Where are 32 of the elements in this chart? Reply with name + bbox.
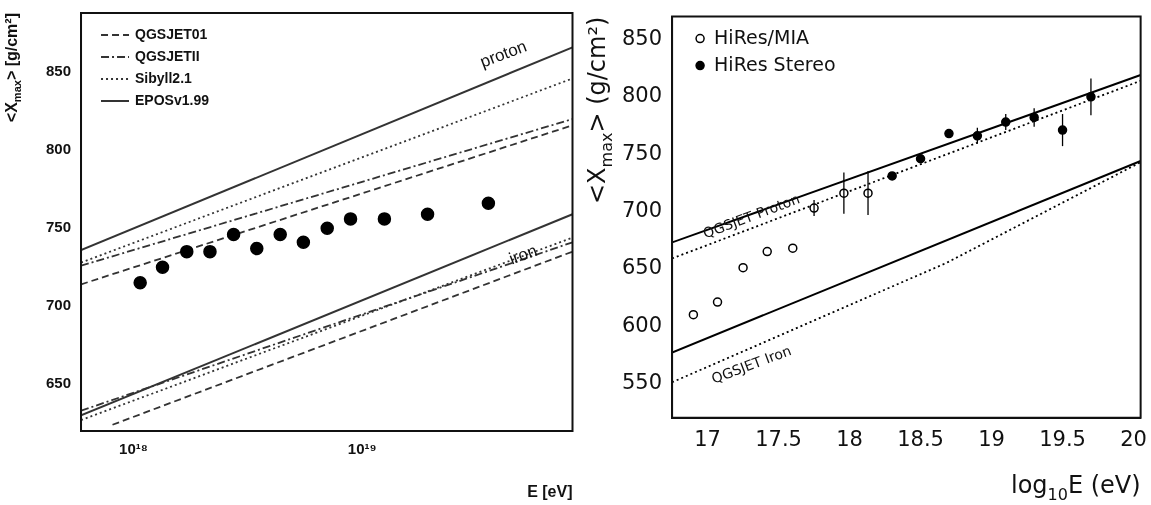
- x-tick-label: 17: [694, 426, 721, 451]
- x-axis-title: E [eV]: [527, 483, 573, 501]
- y-tick-label: 800: [46, 140, 72, 158]
- y-axis-title: <Xmax> (g/cm²): [583, 16, 616, 204]
- x-tick-label: 19.5: [1039, 426, 1086, 451]
- y-axis-title: <Xmax> [g/cm²]: [3, 12, 24, 123]
- annotation: iron: [506, 240, 540, 269]
- legend-label: EPOSv1.99: [135, 91, 210, 108]
- y-tick-label: 650: [46, 374, 72, 392]
- x-tick-label: 10¹⁹: [347, 440, 377, 458]
- y-tick-label: 850: [46, 62, 72, 80]
- x-tick-label: 10¹⁸: [119, 440, 148, 458]
- legend-label: Sibyll2.1: [135, 69, 193, 86]
- x-tick-label: 18: [836, 426, 863, 451]
- x-tick-label: 18.5: [897, 426, 944, 451]
- y-tick-label: 700: [621, 197, 663, 222]
- x-tick-label: 20: [1120, 426, 1147, 451]
- legend-label: HiRes/MIA: [714, 25, 809, 48]
- y-tick-label: 650: [621, 255, 663, 280]
- y-tick-label: 600: [621, 312, 663, 337]
- y-tick-label: 800: [621, 83, 663, 108]
- x-tick-label: 17.5: [755, 426, 802, 451]
- y-tick-label: 750: [46, 218, 72, 236]
- legend-label: HiRes Stereo: [714, 52, 836, 75]
- y-tick-label: 850: [621, 25, 663, 50]
- y-tick-label: 750: [621, 140, 663, 165]
- legend-label: QGSJET01: [135, 25, 208, 42]
- legend-label: QGSJETII: [135, 47, 200, 64]
- y-tick-label: 550: [621, 369, 663, 394]
- y-tick-label: 700: [46, 296, 72, 314]
- annotation: proton: [477, 36, 530, 72]
- x-tick-label: 19: [978, 426, 1005, 451]
